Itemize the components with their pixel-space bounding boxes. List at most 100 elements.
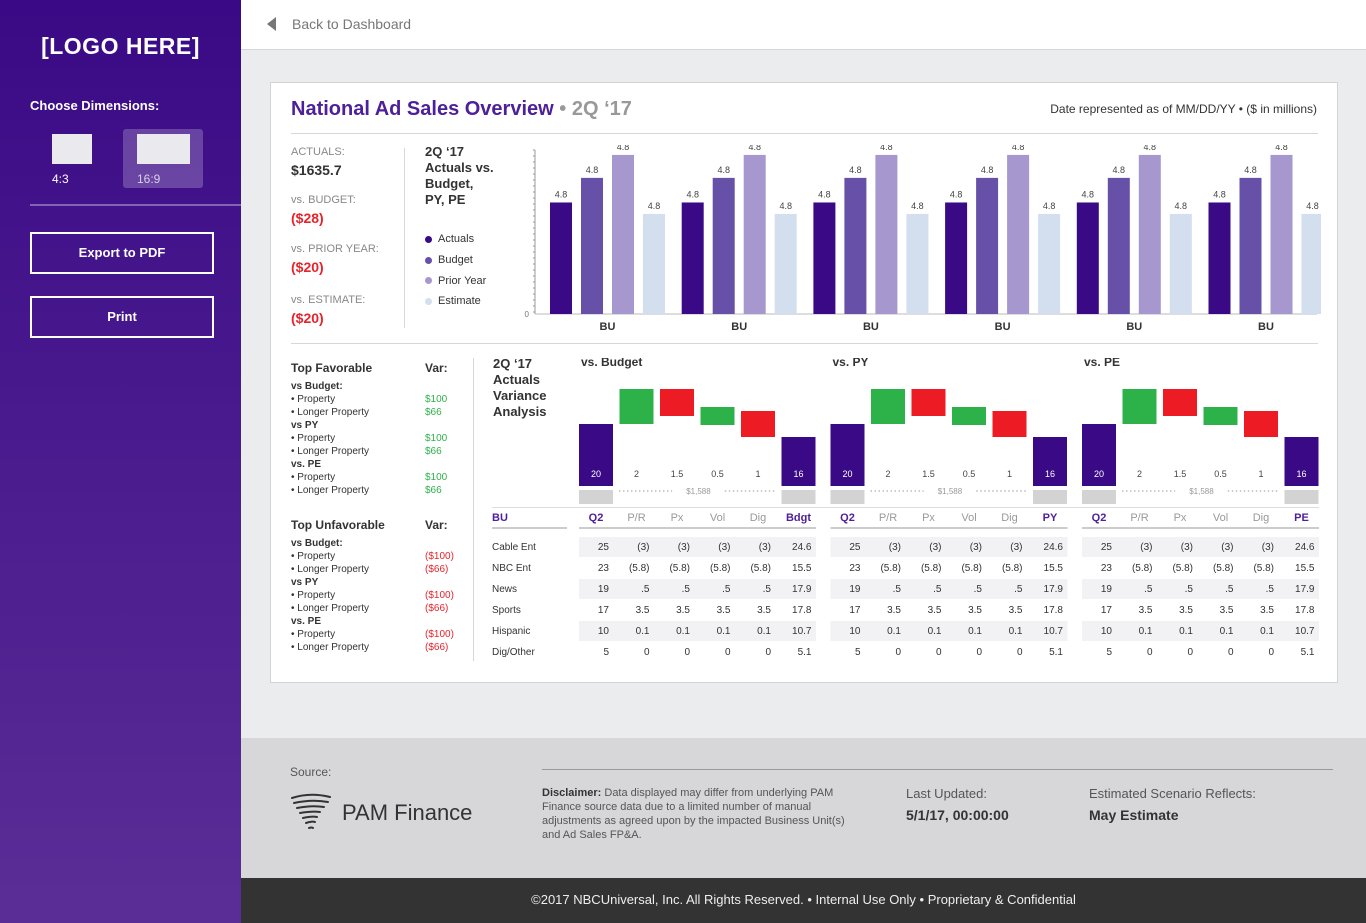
bar-data-label: 4.8	[1082, 189, 1095, 199]
table-cell: 0.1	[928, 626, 942, 637]
list-group-label: vs PY	[291, 577, 319, 588]
table-cell: (5.8)	[1253, 563, 1274, 574]
table-cell: 0.1	[757, 626, 771, 637]
chevron-left-icon	[267, 17, 276, 31]
bar-data-label: 4.8	[818, 189, 831, 199]
table-column-header: Vol	[961, 512, 976, 524]
bar-data-label: 4.8	[849, 165, 862, 175]
waterfall-increase-bar	[619, 389, 654, 424]
waterfall-decrease-bar	[1244, 411, 1278, 437]
table-cell: .5	[1185, 584, 1194, 595]
divider	[30, 204, 241, 206]
kpi-vs-prior-year: vs. PRIOR YEAR: ($20)	[291, 243, 379, 275]
bar-estimate	[643, 213, 665, 314]
table-cell: 24.6	[792, 542, 812, 553]
table-cell: 0	[1017, 647, 1023, 658]
list-item-name: • Longer Property	[291, 603, 369, 614]
table-cell: (3)	[970, 542, 982, 553]
waterfall-bar-label: 0.5	[1214, 469, 1227, 479]
bar-budget	[1239, 177, 1262, 314]
table-cell: .5	[1266, 584, 1275, 595]
table-column-header: Dig	[1001, 512, 1018, 524]
print-button[interactable]: Print	[30, 296, 214, 338]
legend-dot-icon	[425, 277, 432, 285]
var-header: Var:	[425, 518, 448, 532]
grouped-bar-chart: 0 4.8 4.8 4.8 4.8 BU 4.8 4.8 4.8 4.8 BU 4.8 4.8 4.8 4.…	[525, 145, 1321, 333]
bar-prior-year	[1270, 154, 1293, 314]
table-cell: (5.8)	[921, 563, 942, 574]
table-cell: 5.1	[1301, 647, 1315, 658]
table-row-bu: Hispanic	[492, 626, 530, 637]
waterfall-total-bar	[1284, 437, 1319, 486]
table-cell: 3.5	[1220, 605, 1234, 616]
table-column-header: Bdgt	[786, 512, 811, 524]
waterfall-total-bar	[830, 424, 865, 486]
waterfall-bar-label: 1.5	[671, 469, 684, 479]
table-cell: 17.8	[1044, 605, 1064, 616]
list-title: Top Favorable	[291, 361, 373, 375]
table-cell: 15.5	[1044, 563, 1064, 574]
table-cell: 25	[598, 542, 610, 553]
list-item: • Longer Property $66	[291, 446, 442, 459]
table-cell: 3.5	[636, 605, 650, 616]
bar-data-label: 4.8	[880, 145, 893, 152]
table-cell: (3)	[1140, 542, 1152, 553]
bar-budget	[976, 177, 999, 314]
table-cell: (5.8)	[669, 563, 690, 574]
bar-data-label: 4.8	[1144, 145, 1157, 152]
waterfall-bar-label: 0.5	[711, 469, 724, 479]
chart-title: 2Q ‘17 Actuals vs. Budget, PY, PE	[425, 144, 494, 208]
list-item: • Property $100	[291, 394, 447, 407]
table-cell: 0	[684, 647, 690, 658]
waterfall-bar-label: 2	[634, 469, 639, 479]
var-header: Var:	[425, 361, 448, 375]
dimension-option-16-9[interactable]: 16:9	[123, 129, 203, 188]
waterfall-bar-label: 1.5	[1174, 469, 1187, 479]
table-column-header: Px	[1174, 512, 1187, 524]
copyright-bar: ©2017 NBCUniversal, Inc. All Rights Rese…	[241, 878, 1366, 923]
divider	[291, 343, 1318, 344]
dimension-option-4-3[interactable]: 4:3	[30, 129, 110, 188]
export-pdf-button[interactable]: Export to PDF	[30, 232, 214, 274]
baseline-block	[781, 490, 816, 504]
table-column-header: P/R	[1130, 512, 1148, 524]
list-item-name: • Longer Property	[291, 564, 369, 575]
divider	[291, 133, 1318, 134]
table-cell: .5	[1144, 584, 1153, 595]
waterfall-decrease-bar	[660, 389, 694, 416]
x-tick-label: BU	[1258, 321, 1274, 333]
table-cell: 23	[849, 563, 861, 574]
source-label: Source:	[290, 765, 332, 779]
table-cell: .5	[682, 584, 691, 595]
bar-data-label: 4.8	[911, 201, 924, 211]
table-cell: 0	[725, 647, 731, 658]
baseline-block	[579, 490, 613, 504]
table-row-stripe	[830, 579, 1068, 599]
list-item-name: • Property	[291, 590, 336, 601]
waterfall-increase-bar	[1122, 389, 1157, 424]
waterfall-decrease-bar	[992, 411, 1027, 437]
table-cell: (3)	[718, 542, 730, 553]
list-item-value: $100	[425, 394, 448, 405]
table-cell: 5	[603, 647, 609, 658]
table-column-header: Vol	[1213, 512, 1228, 524]
list-item-name: • Property	[291, 551, 336, 562]
kpi-label: ACTUALS:	[291, 146, 345, 158]
table-cell: (5.8)	[880, 563, 901, 574]
kpi-value: ($28)	[291, 210, 324, 226]
table-cell: 0	[1228, 647, 1234, 658]
table-row-stripe	[1082, 537, 1319, 557]
list-group-label: vs PY	[291, 420, 319, 431]
x-tick-label: BU	[1126, 321, 1142, 333]
table-cell: 3.5	[928, 605, 942, 616]
table-cell: 0.1	[1179, 626, 1193, 637]
back-to-dashboard-link[interactable]: Back to Dashboard	[267, 16, 411, 32]
kpi-value: ($20)	[291, 259, 324, 275]
table-cell: 19	[1101, 584, 1113, 595]
waterfall-bar-label: 16	[1045, 469, 1055, 479]
bar-actuals	[681, 202, 704, 314]
dimension-label: 16:9	[137, 172, 161, 186]
bar-budget	[712, 177, 735, 314]
bar-prior-year	[612, 154, 634, 314]
list-item: • Longer Property $66	[291, 407, 442, 420]
